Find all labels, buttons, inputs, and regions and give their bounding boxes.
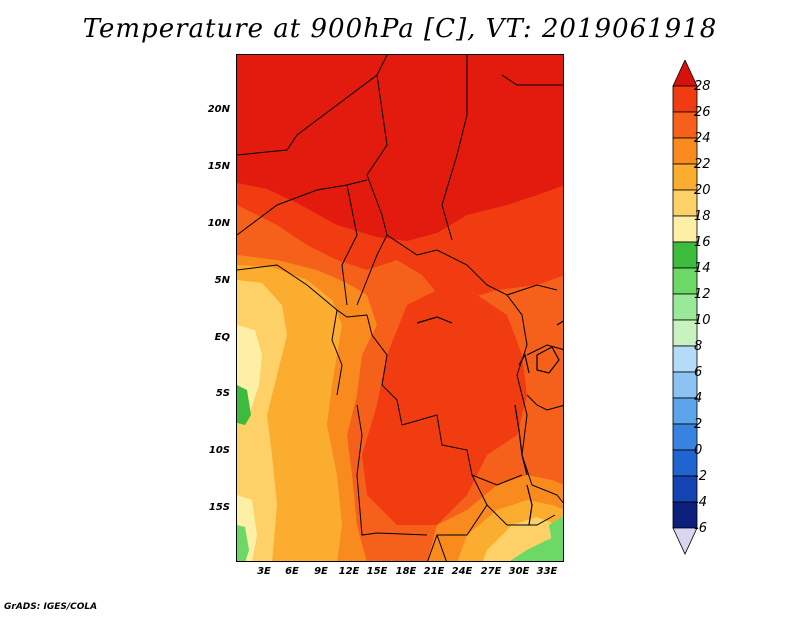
colorbar-label: 10: [694, 313, 711, 328]
lat-label: EQ: [214, 332, 230, 343]
lat-label: 20N: [207, 104, 230, 115]
colorbar-label: 22: [694, 157, 711, 172]
lat-label: 10N: [207, 218, 230, 229]
colorbar-label: -4: [694, 495, 707, 510]
colorbar-label: 8: [694, 339, 703, 354]
colorbar-label: 2: [694, 417, 703, 432]
colorbar-label: 28: [694, 79, 711, 94]
colorbar-swatch: [672, 293, 698, 321]
colorbar-label: 4: [694, 391, 703, 406]
lat-label: 5S: [215, 388, 230, 399]
lon-label: 27E: [480, 566, 502, 577]
lat-label: 15N: [207, 161, 230, 172]
credit-text: GrADS: IGES/COLA: [4, 602, 98, 612]
map-panel: [236, 54, 564, 562]
lon-label: 33E: [536, 566, 558, 577]
colorbar: [672, 60, 698, 555]
lon-label: 24E: [451, 566, 473, 577]
colorbar-swatch: [672, 397, 698, 425]
colorbar-swatch: [672, 137, 698, 165]
colorbar-label: 20: [694, 183, 711, 198]
colorbar-swatch: [672, 319, 698, 347]
band-14-west2: [237, 525, 249, 561]
lon-label: 30E: [508, 566, 530, 577]
colorbar-label: 0: [694, 443, 703, 458]
lon-label: 21E: [423, 566, 445, 577]
band-14-west: [237, 385, 251, 425]
chart-title: Temperature at 900hPa [C], VT: 201906191…: [82, 14, 718, 44]
temperature-field: [237, 55, 563, 561]
colorbar-swatch: [672, 267, 698, 295]
colorbar-label: -6: [694, 521, 707, 536]
country-borders: [237, 55, 563, 561]
colorbar-label: -2: [694, 469, 707, 484]
band-14-se: [510, 533, 563, 561]
lon-label: 12E: [338, 566, 360, 577]
colorbar-label: 24: [694, 131, 711, 146]
colorbar-label: 14: [694, 261, 711, 276]
colorbar-swatch: [672, 189, 698, 217]
colorbar-label: 6: [694, 365, 703, 380]
lat-label: 15S: [208, 502, 230, 513]
lakes: [416, 316, 563, 526]
colorbar-swatch: [672, 111, 698, 139]
colorbar-swatch: [672, 85, 698, 113]
lat-label: 5N: [214, 275, 230, 286]
colorbar-label: 12: [694, 287, 711, 302]
core-26: [362, 290, 527, 525]
colorbar-swatch: [672, 345, 698, 373]
colorbar-label: 18: [694, 209, 711, 224]
colorbar-swatch: [672, 215, 698, 243]
colorbar-swatch: [672, 423, 698, 451]
lat-label: 10S: [208, 445, 230, 456]
colorbar-bottom-arrow: [672, 527, 698, 555]
lon-label: 6E: [285, 566, 299, 577]
lon-label: 18E: [395, 566, 417, 577]
colorbar-swatch: [672, 501, 698, 529]
colorbar-swatch: [672, 449, 698, 477]
colorbar-label: 16: [694, 235, 711, 250]
colorbar-label: 26: [694, 105, 711, 120]
lon-label: 9E: [314, 566, 328, 577]
lon-label: 15E: [366, 566, 388, 577]
colorbar-swatch: [672, 371, 698, 399]
band-12-se: [549, 516, 563, 560]
lon-label: 3E: [257, 566, 271, 577]
